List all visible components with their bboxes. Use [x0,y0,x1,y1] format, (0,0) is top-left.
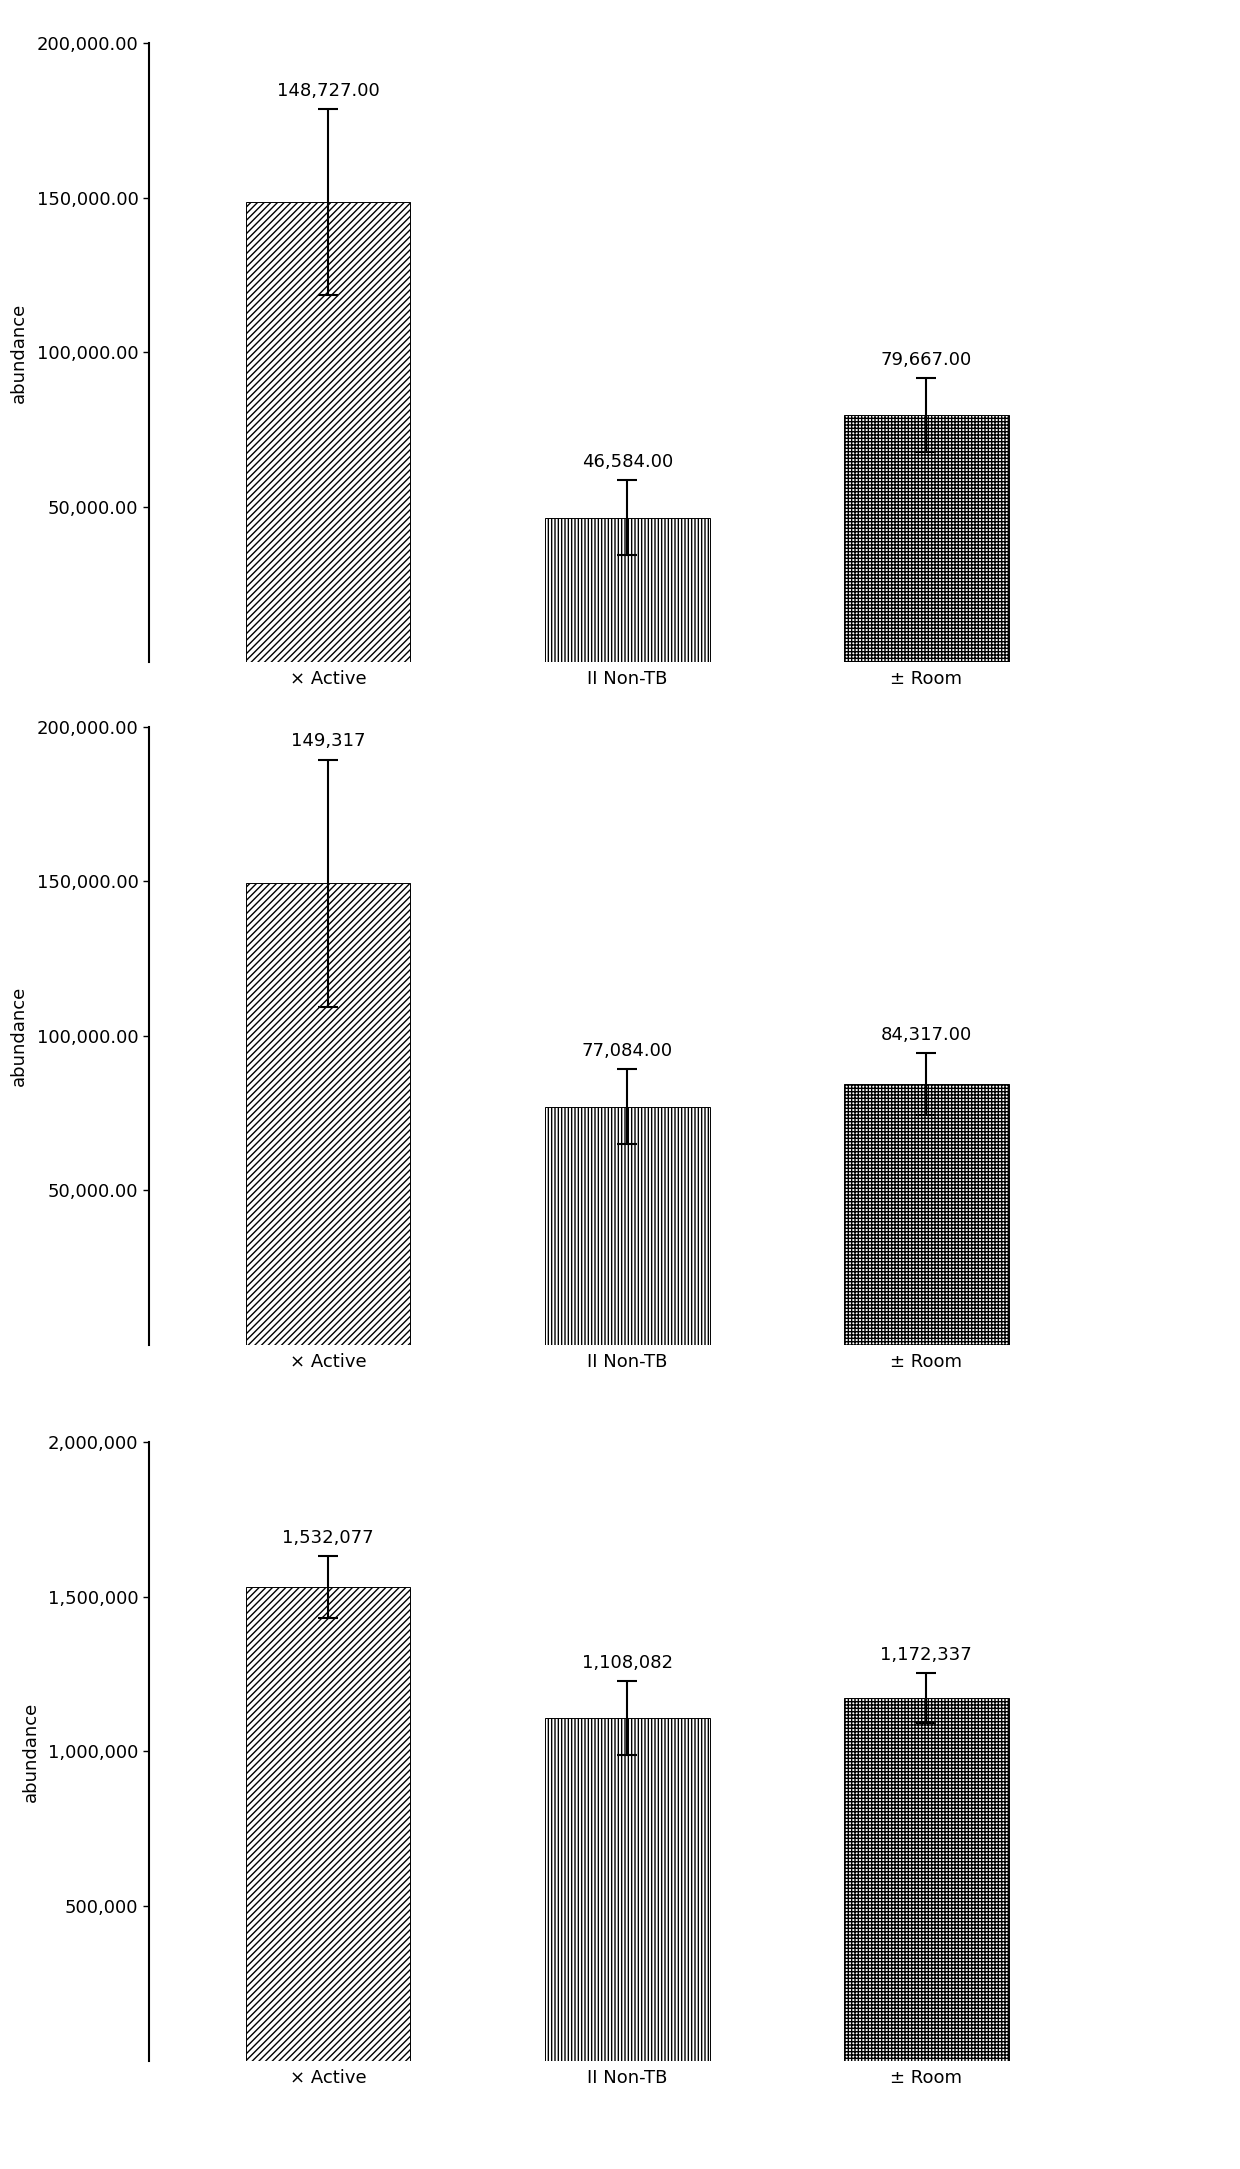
Bar [546,1718,709,2061]
Text: 148,727.00: 148,727.00 [277,82,379,100]
Text: 1,108,082: 1,108,082 [582,1653,673,1672]
Text: 149,317: 149,317 [291,733,366,750]
Text: 77,084.00: 77,084.00 [582,1041,673,1061]
Text: FIGURE 2: FIGURE 2 [596,785,718,809]
Text: 79,667.00: 79,667.00 [880,351,972,369]
Text: 84,317.00: 84,317.00 [880,1026,972,1043]
Text: FIGURE 3: FIGURE 3 [596,1468,718,1492]
Y-axis label: abundance: abundance [21,1700,40,1802]
Bar [844,1084,1008,1345]
Bar [246,202,410,662]
Bar [844,414,1008,662]
Bar [246,883,410,1345]
Text: 1,532,077: 1,532,077 [283,1529,374,1546]
Y-axis label: abundance: abundance [10,301,29,403]
Bar [246,1588,410,2061]
Bar [844,1698,1008,2061]
Text: 1,172,337: 1,172,337 [880,1646,972,1664]
Bar [546,518,709,662]
Y-axis label: abundance: abundance [10,985,29,1087]
Bar [546,1106,709,1345]
Text: 46,584.00: 46,584.00 [582,453,673,471]
